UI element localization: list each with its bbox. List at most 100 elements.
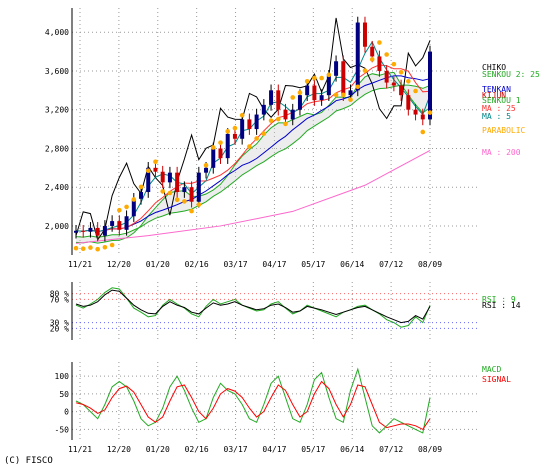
parabolic-dot [88, 245, 93, 250]
parabolic-dot [160, 189, 165, 194]
parabolic-dot [182, 199, 187, 204]
x-tick-label: 07/12 [379, 260, 403, 269]
parabolic-dot [398, 69, 404, 75]
candle-body [211, 148, 216, 168]
parabolic-dot [283, 121, 288, 127]
parabolic-dot [413, 88, 418, 94]
x-tick-label: 05/17 [301, 260, 325, 269]
x-tick-label-bottom: 05/17 [301, 445, 325, 454]
parabolic-dot [167, 190, 173, 196]
parabolic-dot [254, 136, 259, 141]
candle-body [160, 171, 165, 183]
parabolic-dot [196, 202, 202, 207]
rsi-tick-label: 70 % [50, 295, 69, 304]
macd-tick-label: 100 [55, 372, 70, 381]
legend-entry: CHIKO [482, 63, 506, 72]
parabolic-dot [73, 245, 79, 251]
legend-entry: MA : 25 [482, 104, 516, 113]
x-tick-label: 01/20 [146, 260, 170, 269]
candle-body [139, 192, 144, 199]
x-tick-label: 02/16 [185, 260, 209, 269]
candle-body [399, 85, 404, 96]
candle-body [362, 22, 367, 47]
macd-tick-label: -50 [55, 425, 70, 434]
x-tick-label-bottom: 07/12 [379, 445, 403, 454]
legend-entry: MA : 200 [482, 148, 521, 157]
candle-body [319, 95, 324, 101]
candle-body [124, 216, 129, 230]
parabolic-dot [420, 129, 426, 135]
parabolic-dot [138, 184, 144, 190]
parabolic-dot [362, 68, 368, 73]
legend-entry: TENKAN [482, 85, 511, 94]
price-tick-label: 3,600 [45, 67, 69, 76]
candle-body [110, 221, 115, 226]
candle-body [247, 119, 252, 130]
price-tick-label: 4,000 [45, 28, 69, 37]
candle-body [377, 56, 382, 71]
copyright-text: (C) FISCO [4, 456, 53, 466]
candle-body [355, 22, 360, 91]
candle-body [312, 85, 317, 101]
parabolic-dot [232, 125, 238, 131]
parabolic-dot [153, 159, 158, 164]
parabolic-dot [377, 40, 382, 45]
candle-body [391, 82, 396, 86]
price-tick-label: 3,200 [45, 106, 69, 115]
tenkan-line [75, 75, 431, 233]
parabolic-dot [261, 131, 267, 136]
candle-body [81, 230, 86, 232]
candle-body [88, 227, 93, 232]
x-tick-label-bottom: 03/17 [224, 445, 248, 454]
parabolic-dot [203, 162, 209, 168]
candle-body [232, 133, 237, 139]
parabolic-dot [80, 246, 86, 252]
candle-body [182, 187, 187, 193]
candle-body [384, 70, 389, 83]
parabolic-dot [124, 204, 129, 210]
parabolic-dot [95, 246, 100, 252]
candle-body [146, 167, 151, 193]
parabolic-dot [225, 129, 231, 134]
legend-entry: SENKOU 1 [482, 96, 521, 105]
candle-body [117, 221, 122, 230]
candle-body [225, 133, 230, 159]
x-tick-label-bottom: 12/20 [107, 445, 131, 454]
candle-body [341, 61, 346, 96]
legend-entry: MACD [482, 365, 501, 374]
candle-body [413, 109, 418, 115]
parabolic-dot [427, 110, 433, 115]
x-tick-label-bottom: 06/14 [340, 445, 364, 454]
legend-entry: SENKOU 2: 25 [482, 70, 540, 79]
x-tick-label-bottom: 11/21 [68, 445, 92, 454]
parabolic-dot [406, 78, 411, 84]
candle-body [269, 90, 274, 105]
parabolic-dot [391, 61, 397, 67]
rsi-line [75, 289, 431, 324]
parabolic-dot [117, 207, 122, 213]
rsi-tick-label: 20 % [50, 324, 69, 333]
candle-body [326, 75, 331, 96]
x-tick-label-bottom: 02/16 [185, 445, 209, 454]
ichimoku-cloud [76, 72, 430, 244]
parabolic-dot [384, 52, 389, 57]
parabolic-dot [109, 242, 115, 248]
legend-entry: KIJUN [482, 91, 506, 100]
chiko-line [75, 17, 431, 241]
parabolic-dot [247, 144, 252, 149]
x-tick-label: 11/21 [68, 260, 92, 269]
parabolic-dot [275, 116, 281, 122]
parabolic-dot [297, 90, 303, 95]
price-tick-label: 2,800 [45, 144, 69, 153]
parabolic-dot [131, 197, 137, 202]
macd-line [75, 380, 431, 431]
x-tick-label-bottom: 04/17 [262, 445, 286, 454]
parabolic-dot [319, 75, 324, 81]
parabolic-dot [189, 208, 194, 214]
parabolic-dot [174, 197, 180, 203]
senkou2-line [75, 84, 431, 238]
candle-body [196, 172, 201, 202]
parabolic-dot [210, 145, 216, 150]
candle-body [283, 109, 288, 120]
